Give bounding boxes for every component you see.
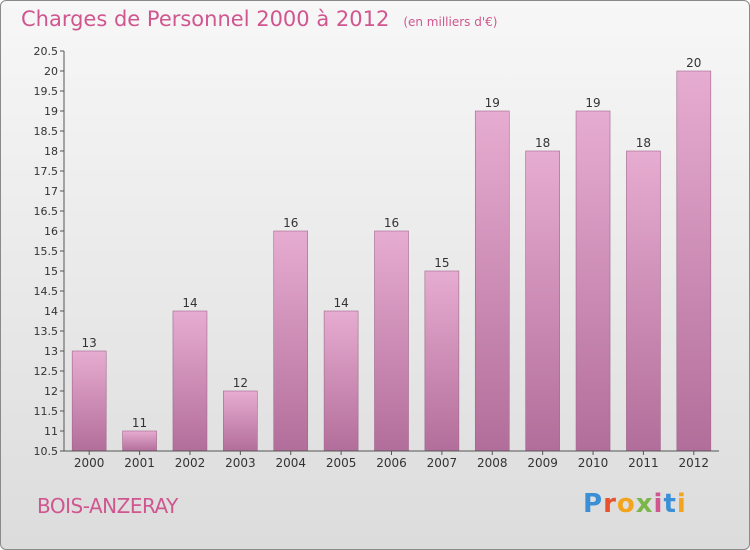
y-tick-label: 14.5 xyxy=(34,285,59,298)
y-tick-label: 15 xyxy=(44,265,58,278)
y-tick-label: 13.5 xyxy=(34,325,59,338)
bar-2009 xyxy=(525,150,560,452)
value-label-2006: 16 xyxy=(384,216,399,230)
x-tick-label-2006: 2006 xyxy=(376,456,407,470)
bar-2001 xyxy=(122,430,157,452)
y-tick-label: 11.5 xyxy=(34,405,59,418)
y-tick-label: 13 xyxy=(44,345,58,358)
value-label-2009: 18 xyxy=(535,136,550,150)
x-tick-label-2008: 2008 xyxy=(477,456,508,470)
value-label-2004: 16 xyxy=(283,216,298,230)
bar-2005 xyxy=(323,310,359,452)
x-tick-label-2009: 2009 xyxy=(527,456,558,470)
logo-letter: r xyxy=(603,489,617,519)
x-tick-label-2010: 2010 xyxy=(578,456,609,470)
bar-2006 xyxy=(374,230,409,452)
logo-letter: P xyxy=(583,489,604,519)
bar-2012 xyxy=(676,70,712,452)
y-tick-label: 18 xyxy=(44,145,58,158)
x-tick-label-2005: 2005 xyxy=(326,456,357,470)
bar-2000 xyxy=(71,350,107,452)
value-label-2001: 11 xyxy=(132,416,147,430)
x-tick-label-2001: 2001 xyxy=(124,456,155,470)
y-tick-label: 14 xyxy=(44,305,58,318)
y-tick-label: 20 xyxy=(44,65,58,78)
value-label-2002: 14 xyxy=(182,296,197,310)
y-tick-label: 10.5 xyxy=(34,445,59,458)
y-tick-label: 16.5 xyxy=(34,205,59,218)
x-tick-label-2000: 2000 xyxy=(74,456,105,470)
logo-letter: i xyxy=(676,489,687,519)
value-label-2007: 15 xyxy=(434,256,449,270)
value-label-2008: 19 xyxy=(485,96,500,110)
chart-title: Charges de Personnel 2000 à 2012 xyxy=(21,7,390,31)
proxiti-logo[interactable]: Proxiti xyxy=(583,489,687,519)
bar-2008 xyxy=(474,110,510,452)
x-tick-label-2012: 2012 xyxy=(679,456,710,470)
x-tick-label-2002: 2002 xyxy=(175,456,206,470)
y-tick-label: 16 xyxy=(44,225,58,238)
chart-subtitle: (en milliers d'€) xyxy=(403,15,498,29)
y-tick-label: 11 xyxy=(44,425,58,438)
logo-letter: o xyxy=(616,489,636,519)
bar-2011 xyxy=(626,150,661,452)
value-label-2011: 18 xyxy=(636,136,651,150)
y-tick-label: 15.5 xyxy=(34,245,59,258)
y-axis: 10.5 11 11.5 12 12.5 13 13.5 14 14.5 15 15.5 16 16.5… xyxy=(34,45,65,458)
value-label-2010: 19 xyxy=(585,96,600,110)
bar-2010 xyxy=(575,110,611,452)
bar-2007 xyxy=(424,270,460,452)
commune-name: BOIS-ANZERAY xyxy=(37,494,178,518)
bar-2004 xyxy=(273,230,309,452)
x-tick-label-2011: 2011 xyxy=(628,456,659,470)
logo-letter: t xyxy=(663,489,677,519)
y-tick-label: 12 xyxy=(44,385,58,398)
y-tick-label: 19.5 xyxy=(34,85,59,98)
x-tick-label-2007: 2007 xyxy=(427,456,458,470)
x-tick-label-2004: 2004 xyxy=(275,456,306,470)
y-tick-label: 20.5 xyxy=(34,45,59,58)
logo-letter: i xyxy=(653,489,664,519)
y-tick-label: 17 xyxy=(44,185,58,198)
x-axis: 2000 2001 2002 2003 2004 2005 2006 2007 2008 2009… xyxy=(64,450,719,470)
value-label-2005: 14 xyxy=(333,296,348,310)
bar-2002 xyxy=(172,310,208,452)
bars-group: 13 11 14 12 16 14 16 15 19 18 19 18 20 xyxy=(71,56,712,452)
value-label-2012: 20 xyxy=(686,56,701,70)
value-label-2003: 12 xyxy=(233,376,248,390)
x-tick-label-2003: 2003 xyxy=(225,456,256,470)
y-tick-label: 18.5 xyxy=(34,125,59,138)
y-tick-label: 12.5 xyxy=(34,365,59,378)
title-row: Charges de Personnel 2000 à 2012 (en mill… xyxy=(21,7,497,31)
value-label-2000: 13 xyxy=(82,336,97,350)
bar-2003 xyxy=(223,390,258,452)
y-tick-label: 19 xyxy=(44,105,58,118)
y-tick-label: 17.5 xyxy=(34,165,59,178)
logo-letter: x xyxy=(635,489,654,519)
